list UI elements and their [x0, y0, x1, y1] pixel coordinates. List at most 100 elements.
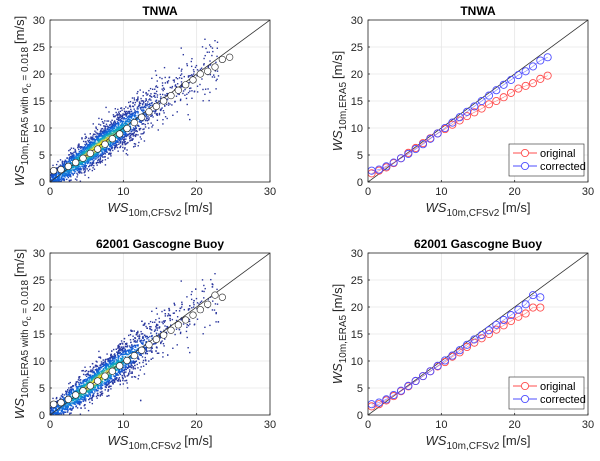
density-point [73, 154, 75, 156]
density-point [68, 408, 71, 410]
density-point [121, 143, 124, 145]
density-point [104, 127, 106, 130]
density-point [87, 170, 90, 172]
density-point [101, 138, 103, 140]
density-point [50, 411, 52, 413]
x-label-main: WS [108, 200, 129, 215]
density-point [115, 111, 117, 114]
density-point [90, 157, 93, 159]
density-point [113, 146, 116, 149]
bin-mean-marker [116, 130, 124, 138]
density-point [140, 333, 143, 335]
density-point [101, 121, 104, 123]
density-point [101, 394, 103, 396]
density-point [155, 325, 157, 328]
density-point [114, 142, 116, 144]
density-point [187, 347, 189, 349]
density-point [110, 146, 112, 148]
density-point [155, 101, 158, 103]
data-point [418, 140, 428, 149]
density-point [176, 78, 179, 80]
density-point [106, 132, 108, 135]
density-point [103, 125, 105, 127]
density-point [122, 379, 124, 382]
density-point [92, 145, 95, 148]
density-point [95, 388, 98, 391]
density-point [157, 129, 159, 131]
density-point [116, 140, 118, 142]
density-point [72, 396, 74, 399]
x-axis-label: WS10m,CFSv2 [m/s] [426, 200, 531, 219]
density-point [72, 406, 74, 408]
density-point [99, 135, 101, 137]
density-point [135, 133, 137, 136]
density-point [101, 384, 103, 387]
density-point [86, 145, 89, 147]
density-point [80, 393, 83, 396]
density-point [102, 156, 104, 158]
density-point [96, 370, 98, 372]
density-point [191, 74, 193, 76]
density-point [116, 114, 118, 116]
density-point [133, 132, 135, 134]
density-point [82, 148, 84, 151]
density-point [67, 393, 70, 396]
density-point [213, 74, 215, 76]
density-point [66, 178, 68, 181]
density-point [85, 147, 88, 150]
density-point [216, 47, 219, 49]
density-point [89, 143, 92, 145]
density-point [85, 386, 88, 389]
density-point [111, 123, 113, 126]
density-point [132, 146, 135, 148]
density-point [70, 147, 73, 149]
density-point [143, 339, 146, 341]
density-point [128, 101, 130, 104]
density-point [155, 319, 157, 321]
density-point [85, 375, 88, 377]
bin-mean-marker [189, 76, 197, 84]
density-point [68, 159, 71, 161]
density-point [69, 389, 71, 391]
y-tick-label: 10 [33, 123, 45, 135]
density-point [67, 176, 70, 179]
density-point [121, 347, 124, 350]
density-point [55, 396, 58, 399]
density-point [77, 159, 79, 161]
density-point [98, 143, 101, 146]
density-point [131, 360, 133, 362]
density-point [91, 397, 93, 399]
density-point [164, 313, 167, 315]
density-point [131, 112, 133, 114]
density-point [50, 178, 52, 180]
density-point [77, 165, 80, 168]
density-point [111, 379, 114, 381]
density-point [109, 357, 112, 359]
density-point [95, 138, 98, 140]
density-point [87, 391, 90, 394]
density-point [173, 312, 176, 314]
density-point [209, 60, 211, 62]
density-point [201, 78, 203, 80]
density-point [163, 321, 166, 323]
density-point [92, 394, 94, 397]
density-point [64, 174, 66, 176]
y-label-main: WS [12, 165, 27, 186]
density-point [118, 117, 120, 120]
density-point [163, 88, 166, 90]
density-point [76, 176, 78, 178]
density-point [106, 147, 108, 149]
density-point [161, 321, 163, 323]
data-point [521, 81, 530, 90]
density-point [131, 115, 133, 117]
density-point [83, 380, 85, 383]
density-point [76, 154, 79, 156]
density-point [151, 104, 153, 106]
density-point [115, 122, 118, 125]
density-point [162, 356, 164, 358]
density-point [91, 146, 93, 149]
density-point [124, 111, 126, 113]
density-point [99, 161, 102, 163]
density-point [83, 165, 86, 168]
density-point [100, 375, 103, 378]
